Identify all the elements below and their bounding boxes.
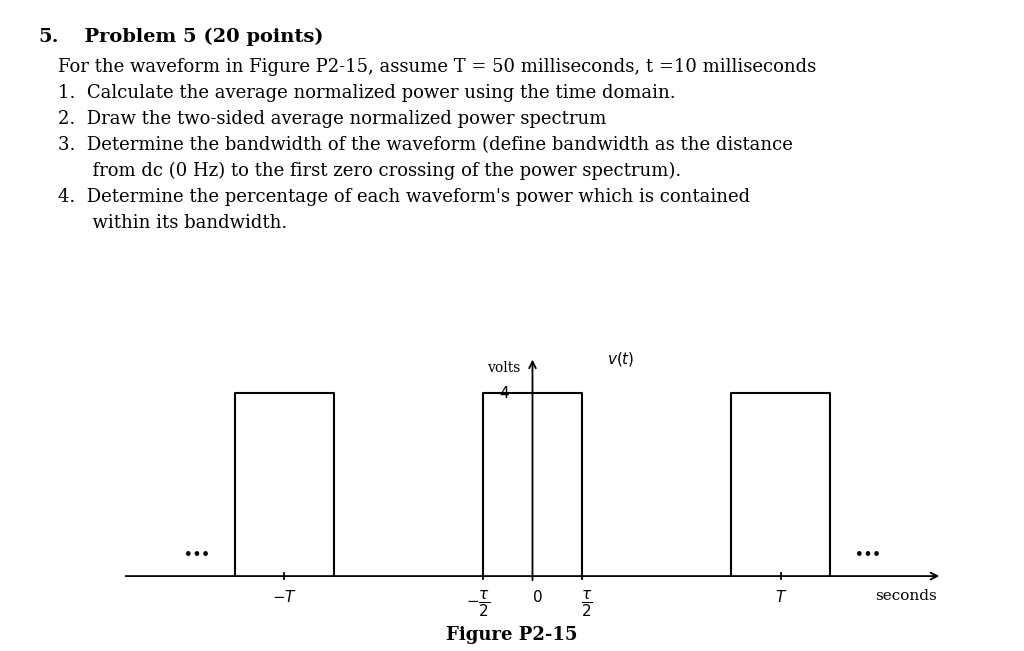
Text: volts: volts xyxy=(486,361,520,376)
Text: from dc (0 Hz) to the first zero crossing of the power spectrum).: from dc (0 Hz) to the first zero crossin… xyxy=(58,162,681,180)
Text: Problem 5 (20 points): Problem 5 (20 points) xyxy=(71,28,324,46)
Text: ...: ... xyxy=(855,536,881,561)
Text: $-\dfrac{\tau}{2}$: $-\dfrac{\tau}{2}$ xyxy=(466,589,490,618)
Text: 5.: 5. xyxy=(38,28,58,46)
Text: $0$: $0$ xyxy=(532,589,543,605)
Text: $\dfrac{\tau}{2}$: $\dfrac{\tau}{2}$ xyxy=(582,589,593,618)
Text: 3.  Determine the bandwidth of the waveform (define bandwidth as the distance: 3. Determine the bandwidth of the wavefo… xyxy=(58,136,793,154)
Text: $-T$: $-T$ xyxy=(271,589,297,605)
Text: $T$: $T$ xyxy=(774,589,786,605)
Text: ...: ... xyxy=(184,536,210,561)
Text: $v(t)$: $v(t)$ xyxy=(607,350,635,368)
Text: 1.  Calculate the average normalized power using the time domain.: 1. Calculate the average normalized powe… xyxy=(58,84,676,102)
Text: $4$: $4$ xyxy=(500,385,510,401)
Text: within its bandwidth.: within its bandwidth. xyxy=(58,214,288,232)
Text: seconds: seconds xyxy=(876,589,937,603)
Text: 2.  Draw the two-sided average normalized power spectrum: 2. Draw the two-sided average normalized… xyxy=(58,110,606,128)
Text: 4.  Determine the percentage of each waveform's power which is contained: 4. Determine the percentage of each wave… xyxy=(58,188,751,206)
Text: For the waveform in Figure P2-15, assume T = 50 milliseconds, t =10 milliseconds: For the waveform in Figure P2-15, assume… xyxy=(58,58,816,76)
Text: Figure P2-15: Figure P2-15 xyxy=(446,626,578,644)
